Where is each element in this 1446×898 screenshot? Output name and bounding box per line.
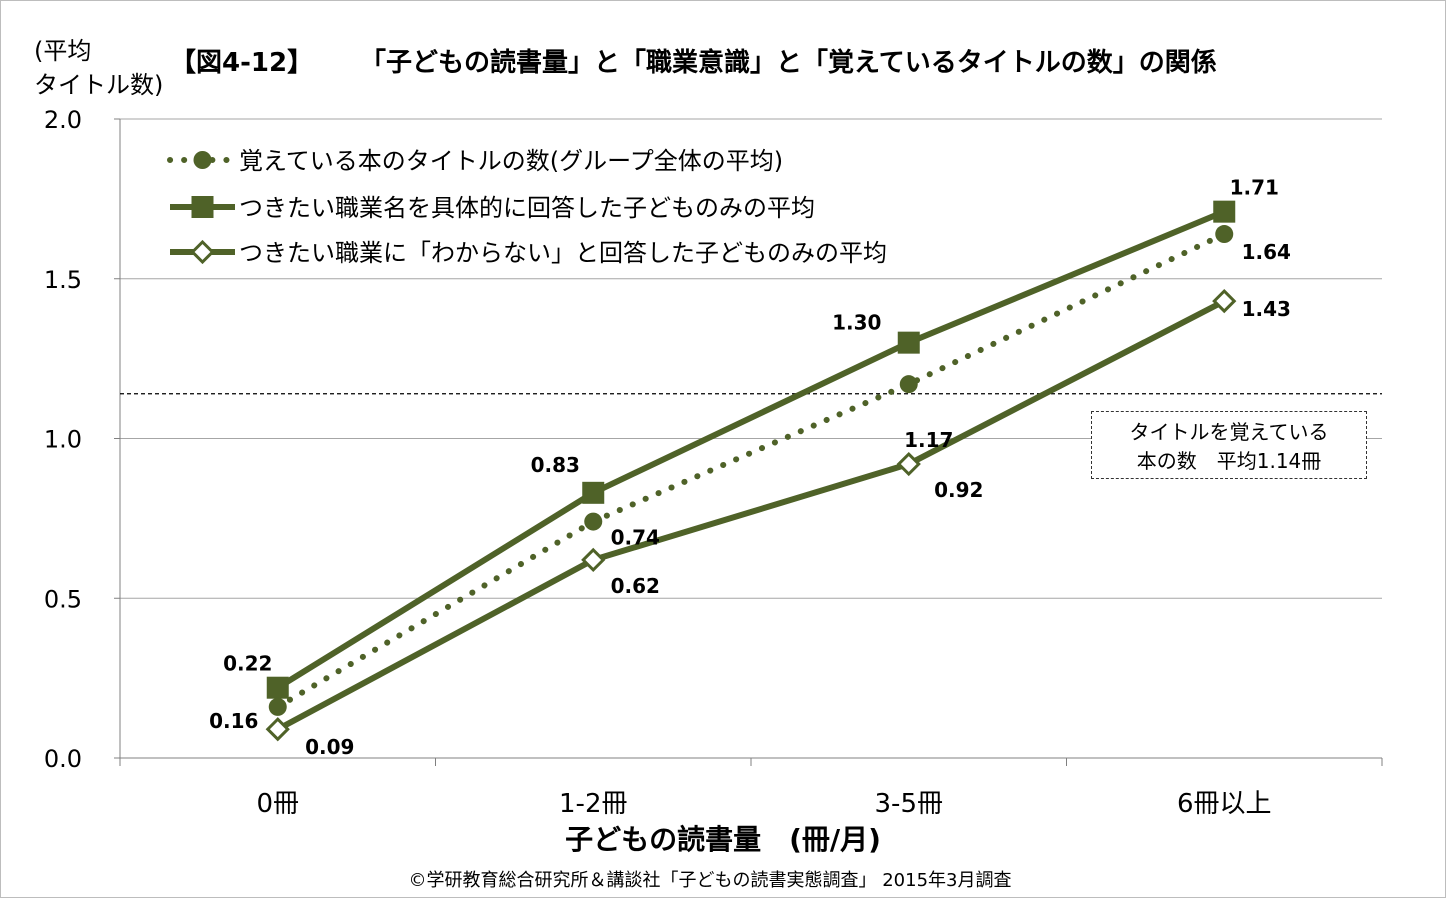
point-1-0 [266,676,289,699]
point-2-3 [1212,288,1237,314]
legend-marker-2 [190,239,215,265]
y-tick-label-0.0: 0.0 [44,745,82,773]
series-group [265,200,1237,742]
legend-label-0: 覚えている本のタイトルの数(グループ全体の平均) [239,147,783,175]
y-tick-label-1.0: 1.0 [44,426,82,454]
point-0-3 [1215,225,1234,244]
point-1-1 [582,481,605,504]
y-axis-title: (平均 タイトル数) [34,37,164,99]
series-line-0 [274,231,1228,710]
x-tick-label-1: 1-2冊 [559,789,627,819]
y-tick-label-1.5: 1.5 [44,266,82,294]
data-label-1-3: 1.71 [1230,176,1279,200]
point-1-2 [897,331,920,354]
y-tick-label-0.5: 0.5 [44,585,82,613]
legend-label-2: つきたい職業に「わからない」と回答した子どものみの平均 [239,239,887,267]
data-label-0-0: 0.16 [209,709,258,733]
annotation-line-1: タイトルを覚えている [1129,420,1329,444]
data-label-0-1: 0.74 [611,526,660,550]
data-label-2-0: 0.09 [305,735,354,759]
point-0-2 [899,375,918,394]
series-line-2 [276,298,1226,732]
data-label-1-1: 0.83 [531,453,580,477]
point-0-1 [584,512,603,531]
data-label-2-3: 1.43 [1242,297,1291,321]
series-1 [266,200,1236,699]
point-0-0 [268,697,287,716]
legend-entry-1: つきたい職業名を具体的に回答した子どものみの平均 [170,194,815,222]
legend-label-1: つきたい職業名を具体的に回答した子どものみの平均 [239,194,815,222]
x-tick-label-3: 6冊以上 [1177,789,1272,819]
point-2-2 [896,451,921,477]
x-axis-title: 子どもの読書量 (冊/月) [565,823,881,856]
point-2-1 [581,547,606,573]
data-label-1-2: 1.30 [832,311,881,335]
data-label-2-1: 0.62 [611,574,660,598]
series-line-1 [276,208,1226,691]
source-note: ©学研教育総合研究所＆講談社「子どもの読書実態調査」 2015年3月調査 [408,870,1012,891]
figure-number: 【図4-12】 [170,48,314,78]
annotation-line-2: 本の数 平均1.14冊 [1136,449,1322,473]
series-2 [265,288,1237,742]
data-label-1-0: 0.22 [223,652,272,676]
chart-title: 「子どもの読書量」と「職業意識」と「覚えているタイトルの数」の関係 [360,48,1217,78]
data-label-0-2: 1.17 [904,428,953,452]
legend-marker-1 [191,196,214,218]
legend-entry-2: つきたい職業に「わからない」と回答した子どものみの平均 [170,239,887,267]
y-tick-label-2.0: 2.0 [44,106,82,134]
point-1-3 [1213,200,1236,223]
point-2-0 [265,717,290,742]
x-tick-label-2: 3-5冊 [875,789,943,819]
data-labels: 0.22 0.83 1.30 1.71 0.09 0.62 0.92 1.43 0.16 0.74… [209,176,1291,760]
series-0 [268,225,1234,716]
data-label-2-2: 0.92 [934,478,983,502]
legend-entry-0: 覚えている本のタイトルの数(グループ全体の平均) [167,147,783,175]
axes: 0.0 0.5 1.0 1.5 2.0 0冊 1-2冊 3-5冊 6冊以上 [44,106,1383,819]
legend: 覚えている本のタイトルの数(グループ全体の平均) つきたい職業名を具体的に回答した… [167,147,887,267]
grid-lines [120,118,1382,599]
legend-marker-0 [193,151,212,169]
x-tick-label-0: 0冊 [256,789,299,819]
data-label-0-3: 1.64 [1242,240,1291,264]
average-annotation-box: タイトルを覚えている 本の数 平均1.14冊 [1091,411,1367,479]
